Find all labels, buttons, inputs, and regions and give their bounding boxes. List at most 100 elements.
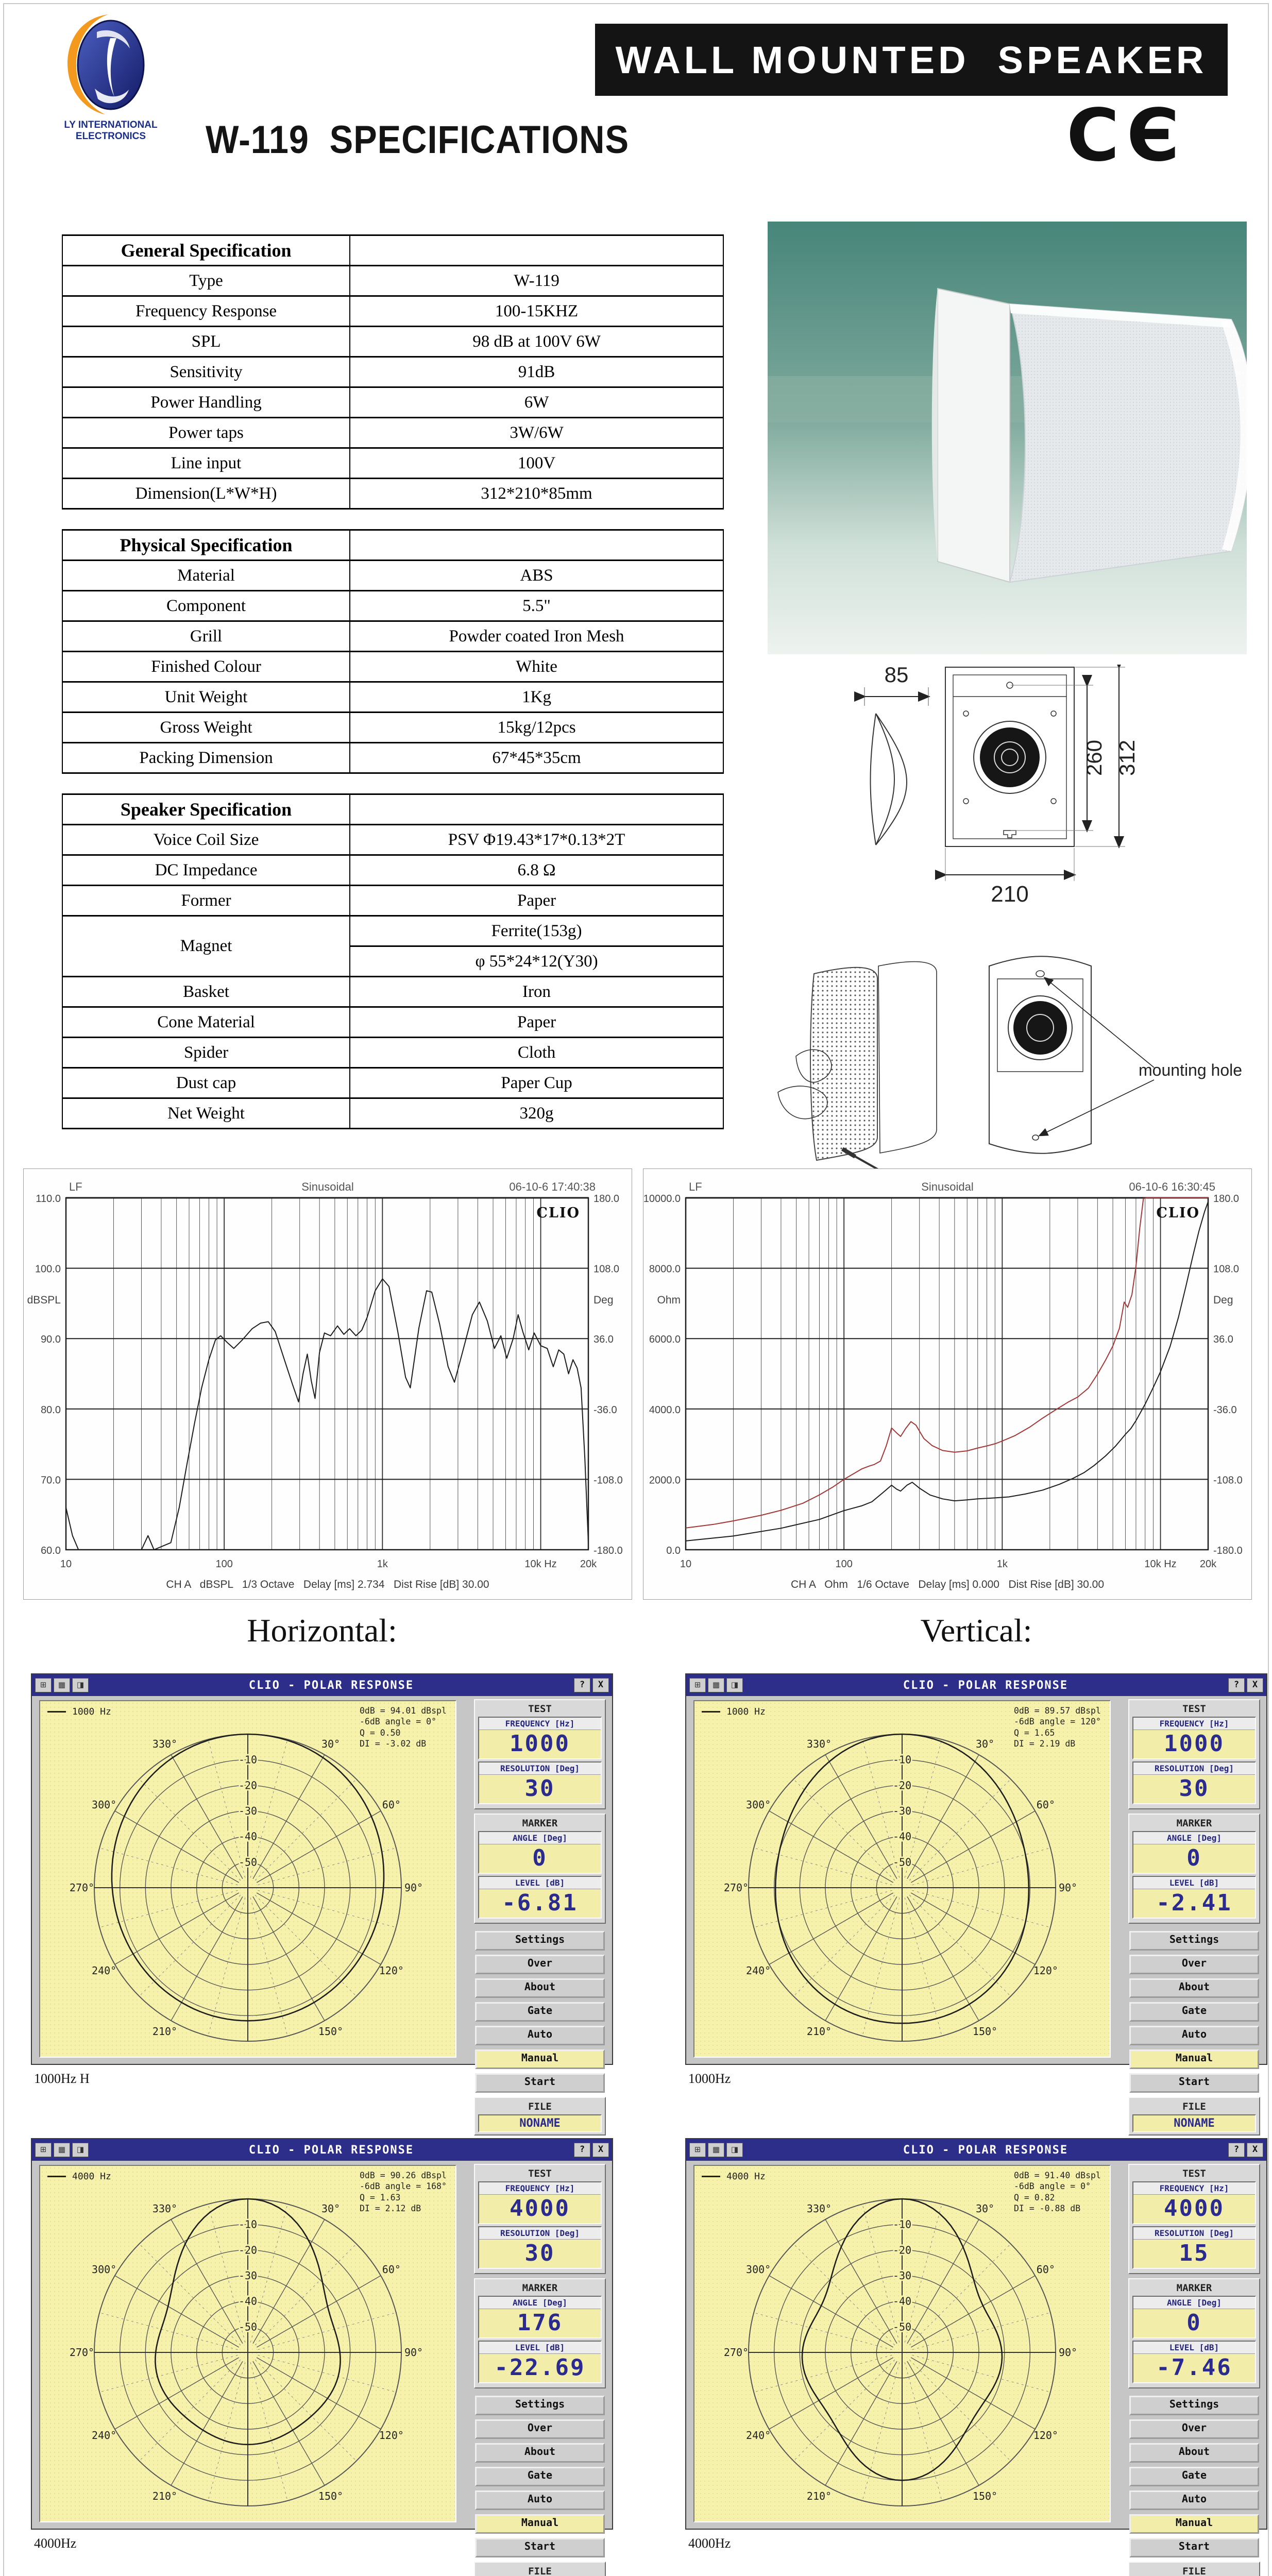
over-button[interactable]: Over	[475, 1955, 605, 1974]
frequency-value[interactable]: 4000	[1133, 2195, 1255, 2223]
start-button[interactable]: Start	[1129, 2538, 1259, 2557]
save-icon[interactable]: ▦	[708, 1678, 724, 1692]
marker-angle-display: ANGLE [Deg] 0	[1132, 2296, 1256, 2338]
frequency-value[interactable]: 1000	[1133, 1730, 1255, 1758]
marker-level-value[interactable]: -7.46	[1133, 2354, 1255, 2382]
manual-button[interactable]: Manual	[475, 2514, 605, 2534]
window-menu-icon[interactable]: ⊞	[689, 1678, 706, 1692]
about-button[interactable]: About	[475, 2443, 605, 2463]
manual-button[interactable]: Manual	[1129, 2514, 1259, 2534]
spec-label: Magnet	[61, 915, 351, 977]
close-button[interactable]: X	[592, 2143, 609, 2157]
frequency-value[interactable]: 4000	[479, 2195, 601, 2223]
test-group-title: TEST	[1182, 2168, 1206, 2179]
gate-button[interactable]: Gate	[475, 2467, 605, 2486]
settings-button[interactable]: Settings	[1129, 2396, 1259, 2415]
over-button[interactable]: Over	[475, 2419, 605, 2439]
db-ring-label: -50	[893, 1856, 911, 1868]
close-button[interactable]: X	[1247, 1678, 1263, 1692]
settings-button[interactable]: Settings	[475, 1931, 605, 1951]
resolution-value[interactable]: 30	[479, 2240, 601, 2268]
plot-legend: 1000 Hz	[47, 1706, 111, 1717]
over-button[interactable]: Over	[1129, 1955, 1259, 1974]
help-button[interactable]: ?	[574, 2143, 590, 2157]
gate-button[interactable]: Gate	[475, 2002, 605, 2022]
gate-button[interactable]: Gate	[1129, 2467, 1259, 2486]
about-button[interactable]: About	[1129, 2443, 1259, 2463]
save-icon[interactable]: ▦	[54, 2143, 70, 2157]
save-icon[interactable]: ▦	[708, 2143, 724, 2157]
polar-plot: -10 -20 -30 -40 -50 30° 60° 90° 120° 150° 210° 240°…	[693, 1700, 1111, 2058]
test-group: TEST FREQUENCY [Hz] 4000 RESOLUTION [Deg] 15	[1128, 2164, 1260, 2274]
angle-label: 120°	[379, 1964, 404, 1977]
y-right-tick: -180.0	[593, 1545, 623, 1556]
start-button[interactable]: Start	[475, 2073, 605, 2093]
test-group-title: TEST	[528, 2168, 552, 2179]
frequency-display: FREQUENCY [Hz] 4000	[478, 2181, 602, 2224]
settings-button[interactable]: Settings	[1129, 1931, 1259, 1951]
close-button[interactable]: X	[1247, 2143, 1263, 2157]
auto-button[interactable]: Auto	[1129, 2490, 1259, 2510]
angle-label: 300°	[92, 1799, 116, 1811]
settings-button[interactable]: Settings	[475, 2396, 605, 2415]
print-icon[interactable]: ◨	[726, 2143, 743, 2157]
db-ring-label: -20	[893, 2244, 911, 2256]
close-button[interactable]: X	[592, 1678, 609, 1692]
marker-angle-value[interactable]: 0	[1133, 2309, 1255, 2337]
db-ring-label: -10	[239, 2218, 257, 2231]
marker-angle-value[interactable]: 0	[1133, 1844, 1255, 1873]
y-right-tick: -108.0	[1213, 1475, 1243, 1486]
start-button[interactable]: Start	[475, 2538, 605, 2557]
file-name[interactable]: NONAME	[1132, 2114, 1256, 2132]
db-ring-label: -40	[239, 2295, 257, 2308]
frequency-display: FREQUENCY [Hz] 1000	[478, 1717, 602, 1759]
about-button[interactable]: About	[475, 1978, 605, 1998]
spec-value: White	[349, 651, 724, 683]
resolution-value[interactable]: 30	[1133, 1775, 1255, 1803]
help-button[interactable]: ?	[574, 1678, 590, 1692]
y-left-tick: 80.0	[41, 1404, 61, 1416]
angle-label: 240°	[92, 2429, 116, 2442]
table-title-spacer	[349, 234, 724, 266]
start-button[interactable]: Start	[1129, 2073, 1259, 2093]
resolution-value[interactable]: 15	[1133, 2240, 1255, 2268]
marker-level-value[interactable]: -22.69	[479, 2354, 601, 2382]
angle-label: 330°	[152, 1738, 177, 1750]
print-icon[interactable]: ◨	[726, 1678, 743, 1692]
marker-level-value[interactable]: -6.81	[479, 1889, 601, 1918]
control-panel: TEST FREQUENCY [Hz] 1000 RESOLUTION [Deg] 30…	[474, 1699, 606, 2136]
button-stack: Settings Over About Gate Auto Manual Start	[475, 1931, 605, 2093]
angle-label: 30°	[976, 2202, 994, 2215]
db-ring-label: -20	[239, 1779, 257, 1791]
auto-button[interactable]: Auto	[475, 2490, 605, 2510]
db-ring-label: -10	[239, 1754, 257, 1766]
manual-button[interactable]: Manual	[475, 2049, 605, 2069]
marker-angle-value[interactable]: 0	[479, 1844, 601, 1873]
file-name[interactable]: NONAME	[478, 2114, 602, 2132]
angle-label: 210°	[807, 2490, 832, 2502]
help-button[interactable]: ?	[1228, 1678, 1245, 1692]
about-button[interactable]: About	[1129, 1978, 1259, 1998]
over-button[interactable]: Over	[1129, 2419, 1259, 2439]
frequency-value[interactable]: 1000	[479, 1730, 601, 1758]
print-icon[interactable]: ◨	[72, 1678, 89, 1692]
window-menu-icon[interactable]: ⊞	[689, 2143, 706, 2157]
save-icon[interactable]: ▦	[54, 1678, 70, 1692]
help-button[interactable]: ?	[1228, 2143, 1245, 2157]
button-stack: Settings Over About Gate Auto Manual Start	[1129, 1931, 1259, 2093]
plot-annotation: 0dB = 89.57 dBspl -6dB angle = 120° Q = …	[1014, 1706, 1101, 1749]
auto-button[interactable]: Auto	[475, 2026, 605, 2045]
window-menu-icon[interactable]: ⊞	[35, 2143, 52, 2157]
marker-level-value[interactable]: -2.41	[1133, 1889, 1255, 1918]
window-menu-icon[interactable]: ⊞	[35, 1678, 52, 1692]
manual-button[interactable]: Manual	[1129, 2049, 1259, 2069]
angle-label: 270°	[70, 2346, 94, 2359]
auto-button[interactable]: Auto	[1129, 2026, 1259, 2045]
resolution-value[interactable]: 30	[479, 1775, 601, 1803]
gate-button[interactable]: Gate	[1129, 2002, 1259, 2022]
print-icon[interactable]: ◨	[72, 2143, 89, 2157]
marker-angle-value[interactable]: 176	[479, 2309, 601, 2337]
window-title: CLIO - POLAR RESPONSE	[248, 1679, 414, 1692]
legend-line	[702, 2176, 720, 2177]
